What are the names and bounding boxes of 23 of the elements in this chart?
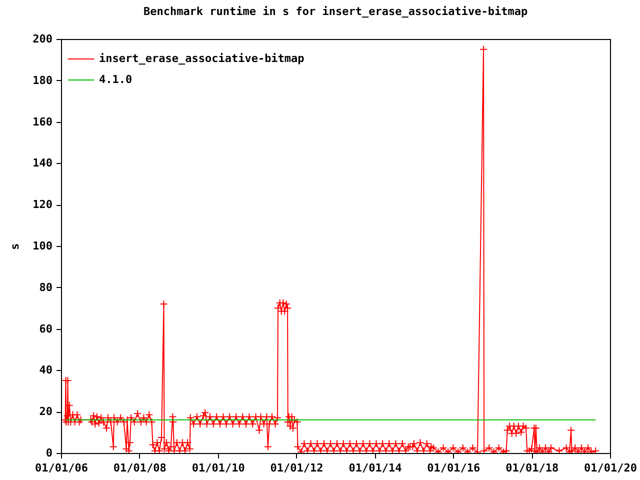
x-tick-label: 01/01/18 — [506, 462, 559, 474]
x-tick-label: 01/01/20 — [584, 462, 637, 474]
legend-label: 4.1.0 — [99, 73, 132, 86]
x-tick-label: 01/01/08 — [113, 462, 166, 474]
y-tick-label: 180 — [32, 74, 52, 87]
y-tick-label: 140 — [32, 156, 52, 170]
y-tick-label: 40 — [39, 364, 52, 377]
chart-title: Benchmark runtime in s for insert_erase_associative-bitmap — [143, 5, 528, 18]
y-tick-label: 60 — [39, 322, 52, 336]
x-tick-label: 01/01/12 — [270, 462, 324, 474]
y-axis-title: s — [8, 243, 22, 250]
y-tick-label: 80 — [39, 280, 52, 294]
x-tick-label: 01/01/16 — [427, 462, 480, 474]
y-tick-label: 120 — [32, 198, 52, 212]
y-tick-label: 160 — [32, 115, 52, 128]
x-tick-label: 01/01/14 — [348, 462, 402, 474]
y-tick-label: 100 — [32, 240, 52, 252]
y-tick-label: 0 — [46, 446, 52, 460]
y-tick-label: 200 — [32, 32, 52, 46]
legend-label: insert_erase_associative-bitmap — [99, 52, 305, 65]
x-tick-label: 01/01/06 — [35, 462, 88, 474]
x-tick-label: 01/01/10 — [192, 462, 245, 474]
y-tick-label: 20 — [39, 405, 52, 418]
